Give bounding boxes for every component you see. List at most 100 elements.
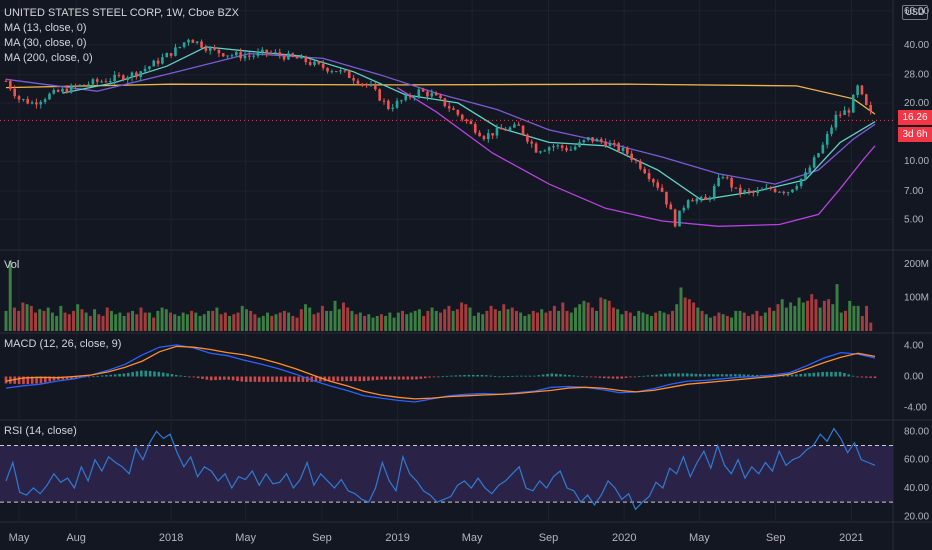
candle-body[interactable] <box>865 94 868 106</box>
macd-histogram-bar[interactable] <box>253 376 257 382</box>
candle[interactable] <box>799 178 803 189</box>
candle-body[interactable] <box>369 84 373 86</box>
candle-body[interactable] <box>221 53 225 57</box>
candle-body[interactable] <box>699 196 703 199</box>
macd-histogram-bar[interactable] <box>380 376 383 380</box>
candle[interactable] <box>234 49 238 58</box>
candle-body[interactable] <box>321 63 325 68</box>
candle[interactable] <box>239 48 242 62</box>
candle-body[interactable] <box>400 100 403 102</box>
macd-histogram-bar[interactable] <box>179 375 182 377</box>
macd-histogram-bar[interactable] <box>637 376 641 378</box>
volume-bar[interactable] <box>447 305 451 331</box>
volume-bar[interactable] <box>633 315 637 331</box>
candle-body[interactable] <box>413 96 416 98</box>
candle[interactable] <box>330 69 334 74</box>
volume-bar[interactable] <box>177 315 181 331</box>
volume-bar[interactable] <box>333 300 337 331</box>
macd-histogram-bar[interactable] <box>471 374 475 377</box>
candle[interactable] <box>752 190 755 197</box>
volume-bar[interactable] <box>742 312 746 331</box>
volume-bar[interactable] <box>194 312 198 331</box>
candle[interactable] <box>665 191 668 208</box>
macd-lines[interactable] <box>4 344 877 403</box>
candle-body[interactable] <box>478 132 481 137</box>
volume-bar[interactable] <box>118 312 122 331</box>
macd-histogram-bar[interactable] <box>362 376 366 382</box>
candle[interactable] <box>135 70 138 80</box>
macd-histogram-bar[interactable] <box>402 376 405 380</box>
volume-bar[interactable] <box>17 310 21 331</box>
macd-histogram-bar[interactable] <box>799 373 803 377</box>
candle-body[interactable] <box>791 189 794 193</box>
macd-histogram-bar[interactable] <box>70 376 73 379</box>
volume-bar[interactable] <box>257 317 261 331</box>
candle[interactable] <box>174 43 177 57</box>
candle-body[interactable] <box>404 95 408 101</box>
macd-histogram-bar[interactable] <box>546 373 549 377</box>
candle-body[interactable] <box>717 177 720 187</box>
candle[interactable] <box>699 195 703 203</box>
candle[interactable] <box>130 71 134 82</box>
volume-bar[interactable] <box>439 312 442 331</box>
macd-histogram-bar[interactable] <box>672 373 676 377</box>
volume-bar[interactable] <box>232 314 236 331</box>
candle[interactable] <box>74 83 77 90</box>
volume-bar[interactable] <box>236 312 240 331</box>
volume-bar[interactable] <box>455 309 459 331</box>
macd-histogram-bar[interactable] <box>533 375 536 377</box>
macd-histogram-bar[interactable] <box>314 376 318 382</box>
candle[interactable] <box>347 69 351 79</box>
candle[interactable] <box>604 138 607 148</box>
candle-body[interactable] <box>639 160 642 169</box>
candle-body[interactable] <box>443 98 447 107</box>
candle[interactable] <box>52 88 56 95</box>
macd-histogram-bar[interactable] <box>30 376 34 384</box>
volume-bar[interactable] <box>122 315 126 331</box>
candle[interactable] <box>786 191 790 196</box>
volume-bar[interactable] <box>308 307 312 331</box>
volume-bar[interactable] <box>485 310 489 331</box>
candle-body[interactable] <box>626 147 629 154</box>
candle[interactable] <box>439 93 442 100</box>
macd-histogram-bar[interactable] <box>563 374 567 377</box>
macd-histogram-bar[interactable] <box>834 371 837 377</box>
candle[interactable] <box>69 83 73 94</box>
candle-body[interactable] <box>287 53 290 60</box>
macd-histogram-bar[interactable] <box>655 374 658 377</box>
candle-body[interactable] <box>569 149 573 151</box>
volume-bar[interactable] <box>746 315 750 331</box>
candle-body[interactable] <box>347 71 351 79</box>
macd-histogram-bar[interactable] <box>515 375 519 377</box>
candle[interactable] <box>282 53 286 62</box>
candle[interactable] <box>434 91 438 96</box>
volume-bar[interactable] <box>396 312 400 331</box>
candle[interactable] <box>460 113 464 122</box>
macd-histogram-bar[interactable] <box>100 375 104 377</box>
macd-histogram-bar[interactable] <box>428 376 431 378</box>
candle-body[interactable] <box>508 127 512 131</box>
macd-histogram-bar[interactable] <box>96 375 100 377</box>
candle[interactable] <box>326 67 329 74</box>
candle[interactable] <box>313 59 316 67</box>
candle[interactable] <box>30 100 34 105</box>
macd-histogram-bar[interactable] <box>707 374 711 377</box>
candle-body[interactable] <box>613 143 616 145</box>
volume-bar[interactable] <box>375 315 379 331</box>
macd-histogram-bar[interactable] <box>458 375 462 377</box>
candle[interactable] <box>669 201 673 210</box>
volume-bar[interactable] <box>244 309 248 331</box>
volume-bar[interactable] <box>734 310 738 331</box>
candle[interactable] <box>760 187 764 191</box>
candle-body[interactable] <box>673 209 677 227</box>
volume-bar[interactable] <box>42 310 46 331</box>
candle[interactable] <box>221 52 225 58</box>
macd-histogram-bar[interactable] <box>340 376 344 382</box>
macd-histogram-bar[interactable] <box>812 372 816 377</box>
candle[interactable] <box>269 50 273 55</box>
volume-bar[interactable] <box>29 305 33 331</box>
macd-histogram-bar[interactable] <box>664 373 667 377</box>
macd-histogram-bar[interactable] <box>336 376 340 382</box>
candle[interactable] <box>743 189 746 195</box>
candle[interactable] <box>378 88 381 102</box>
